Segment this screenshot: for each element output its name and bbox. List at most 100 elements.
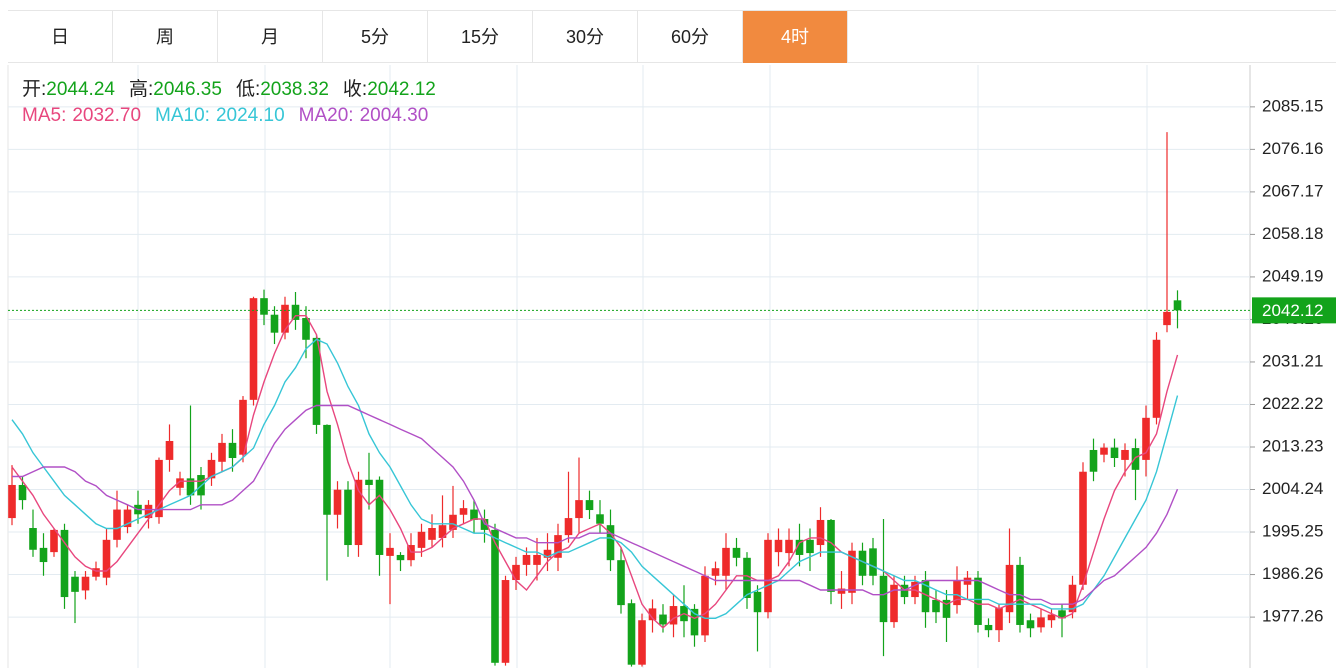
y-tick-label: 1986.26	[1262, 564, 1323, 583]
candle-body	[512, 564, 520, 581]
ohlc-row: 开:2044.24 高:2046.35 低:2038.32 收:2042.12	[22, 77, 450, 103]
ma-legend-entry: MA10: 2024.10	[155, 105, 285, 126]
y-tick-label: 2031.21	[1262, 351, 1323, 370]
candle-body	[732, 547, 741, 558]
ma-label: MA10:	[155, 105, 210, 126]
candle-body	[1110, 447, 1119, 459]
ma-label: MA20:	[298, 105, 354, 126]
info-value: 2046.35	[153, 79, 222, 100]
info-label: 收:	[342, 79, 368, 100]
candle-body	[1005, 564, 1014, 613]
candle-body	[722, 547, 730, 576]
candle-body	[92, 568, 100, 577]
candle-body	[596, 514, 604, 524]
candle-body	[165, 440, 174, 460]
candle-body	[417, 531, 426, 548]
ma-value: 2032.70	[72, 105, 142, 126]
period-tab[interactable]: 30分	[533, 11, 638, 63]
candle-body	[837, 588, 846, 594]
period-tab[interactable]: 月	[218, 11, 323, 63]
candle-body	[606, 525, 615, 561]
candle-body	[365, 479, 373, 485]
candle-body	[323, 424, 331, 515]
candle-body	[1152, 339, 1161, 418]
candle-body	[449, 514, 457, 530]
period-tab[interactable]: 15分	[428, 11, 533, 63]
candle-body	[953, 580, 961, 606]
candle-body	[890, 584, 898, 623]
ma-value: 2024.10	[215, 105, 285, 126]
candle-body	[239, 399, 247, 455]
info-value: 2042.12	[367, 79, 436, 100]
candle-body	[753, 591, 762, 613]
vertical-grid	[137, 65, 1148, 668]
period-tab[interactable]: 日	[8, 11, 113, 63]
candle-body	[617, 560, 625, 606]
candle-body	[102, 539, 111, 578]
period-tab[interactable]: 60分	[638, 11, 743, 63]
y-tick-label: 2022.22	[1262, 394, 1323, 413]
candle-body	[354, 479, 363, 546]
candle-body	[249, 298, 258, 400]
candle-body	[900, 584, 909, 598]
candle-body	[827, 519, 835, 592]
period-tab[interactable]: 周	[113, 11, 218, 63]
candle-body	[638, 620, 646, 665]
y-tick-label: 2013.23	[1262, 436, 1323, 455]
candle-body	[1142, 417, 1150, 460]
candle-body	[375, 479, 384, 555]
candle-body	[858, 550, 867, 576]
y-tick-label: 2049.19	[1262, 266, 1323, 285]
candle-body	[459, 508, 468, 515]
y-tick-label: 2085.15	[1262, 96, 1323, 115]
ma-value: 2004.30	[359, 105, 429, 126]
candle-body	[1026, 620, 1035, 629]
candle-body	[1047, 614, 1056, 621]
candle-body	[1173, 300, 1182, 311]
candle-body	[260, 298, 268, 315]
candle-body	[312, 337, 321, 425]
candle-body	[218, 442, 226, 462]
last-price-box	[1252, 297, 1336, 324]
candle-body	[533, 554, 541, 565]
candle-body	[123, 509, 132, 528]
candle-body	[659, 614, 667, 625]
ma-line	[12, 404, 1179, 605]
candle-body	[690, 608, 699, 636]
y-tick-label: 2058.18	[1262, 224, 1323, 243]
candle-body	[543, 549, 552, 558]
info-value: 2044.24	[46, 79, 115, 100]
y-tick-label: 2076.16	[1262, 139, 1323, 158]
candle-body	[270, 314, 279, 333]
candle-body	[186, 478, 195, 496]
candle-body	[575, 500, 583, 519]
candle-body	[113, 509, 121, 540]
candle-body	[438, 525, 447, 538]
candle-body	[932, 599, 940, 613]
candle-body	[8, 484, 16, 519]
info-label: 开:	[22, 79, 47, 100]
candle-body	[50, 529, 58, 553]
ma-line	[11, 315, 1179, 629]
period-tab[interactable]: 4时	[743, 11, 848, 63]
y-tick-label: 2004.24	[1262, 479, 1323, 498]
last-price-label: 2042.12	[1262, 301, 1323, 320]
candle-body	[995, 607, 1003, 631]
candle-body	[848, 550, 856, 593]
candle-body	[396, 554, 405, 561]
candle-body	[281, 304, 289, 333]
candle-body	[522, 554, 531, 565]
info-label: 低:	[235, 79, 261, 100]
candle-body	[1037, 617, 1045, 628]
candle-body	[1089, 449, 1098, 472]
candle-body	[1121, 449, 1129, 460]
period-tab[interactable]: 5分	[323, 11, 428, 63]
candle-body	[806, 539, 814, 554]
candle-body	[1068, 584, 1077, 613]
candle-body	[39, 547, 48, 563]
candle-body	[974, 577, 982, 625]
ma-label: MA5:	[22, 105, 67, 126]
candle-body	[984, 624, 993, 631]
